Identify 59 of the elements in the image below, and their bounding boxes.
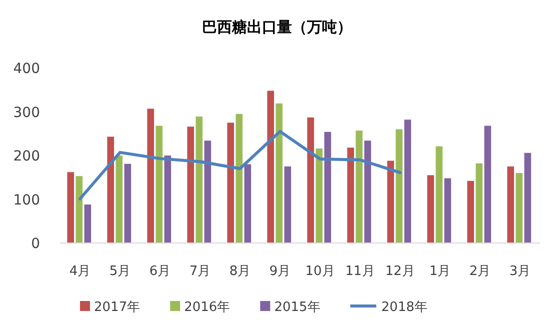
bar	[76, 176, 83, 243]
legend-label: 2018年	[381, 300, 428, 315]
x-tick-label: 5月	[109, 264, 131, 279]
bar	[484, 126, 492, 243]
bar	[116, 156, 123, 243]
x-tick-label: 1月	[429, 264, 451, 279]
bar	[364, 140, 372, 243]
y-tick-label: 200	[13, 148, 40, 164]
x-tick-label: 7月	[189, 264, 211, 279]
bar	[147, 108, 154, 243]
bar	[244, 164, 252, 243]
bar	[276, 103, 283, 243]
bar	[267, 90, 274, 243]
line-series	[78, 130, 402, 200]
x-tick-label: 12月	[385, 264, 415, 279]
x-tick-label: 4月	[69, 264, 91, 279]
bar	[507, 166, 514, 243]
bar	[524, 152, 532, 243]
x-tick-label: 3月	[509, 264, 531, 279]
bar	[67, 172, 74, 243]
bar	[124, 164, 132, 243]
bar	[427, 175, 434, 243]
bar	[324, 132, 332, 243]
chart-title: 巴西糖出口量（万吨）	[202, 18, 352, 36]
y-tick-label: 0	[31, 236, 40, 252]
bar	[476, 163, 483, 243]
y-tick-label: 100	[13, 192, 40, 208]
bar	[204, 140, 212, 243]
y-tick-label: 400	[13, 61, 40, 77]
bar	[227, 122, 234, 243]
x-tick-label: 2月	[469, 264, 491, 279]
bar	[164, 156, 172, 243]
bar	[387, 160, 394, 243]
bar	[236, 114, 243, 243]
legend-label: 2015年	[274, 300, 320, 315]
bar	[84, 204, 92, 243]
bar	[196, 116, 203, 243]
bar	[396, 129, 403, 243]
bar	[316, 148, 323, 243]
bar	[516, 173, 523, 243]
legend-label: 2017年	[94, 300, 140, 315]
bar	[436, 146, 443, 243]
bar	[156, 126, 163, 243]
y-tick-label: 300	[13, 104, 40, 121]
x-tick-label: 8月	[229, 264, 251, 279]
bar	[404, 120, 412, 243]
bar	[307, 117, 314, 243]
legend-label: 2016年	[184, 300, 230, 315]
bar	[467, 180, 474, 243]
bar	[107, 136, 114, 243]
bar	[284, 166, 292, 243]
bar	[347, 148, 354, 243]
x-tick-label: 6月	[149, 264, 171, 279]
bar	[444, 178, 452, 243]
x-tick-label: 11月	[345, 264, 375, 279]
x-tick-label: 10月	[305, 264, 335, 279]
bar	[187, 126, 194, 243]
bar	[356, 130, 363, 243]
x-tick-label: 9月	[269, 264, 291, 279]
